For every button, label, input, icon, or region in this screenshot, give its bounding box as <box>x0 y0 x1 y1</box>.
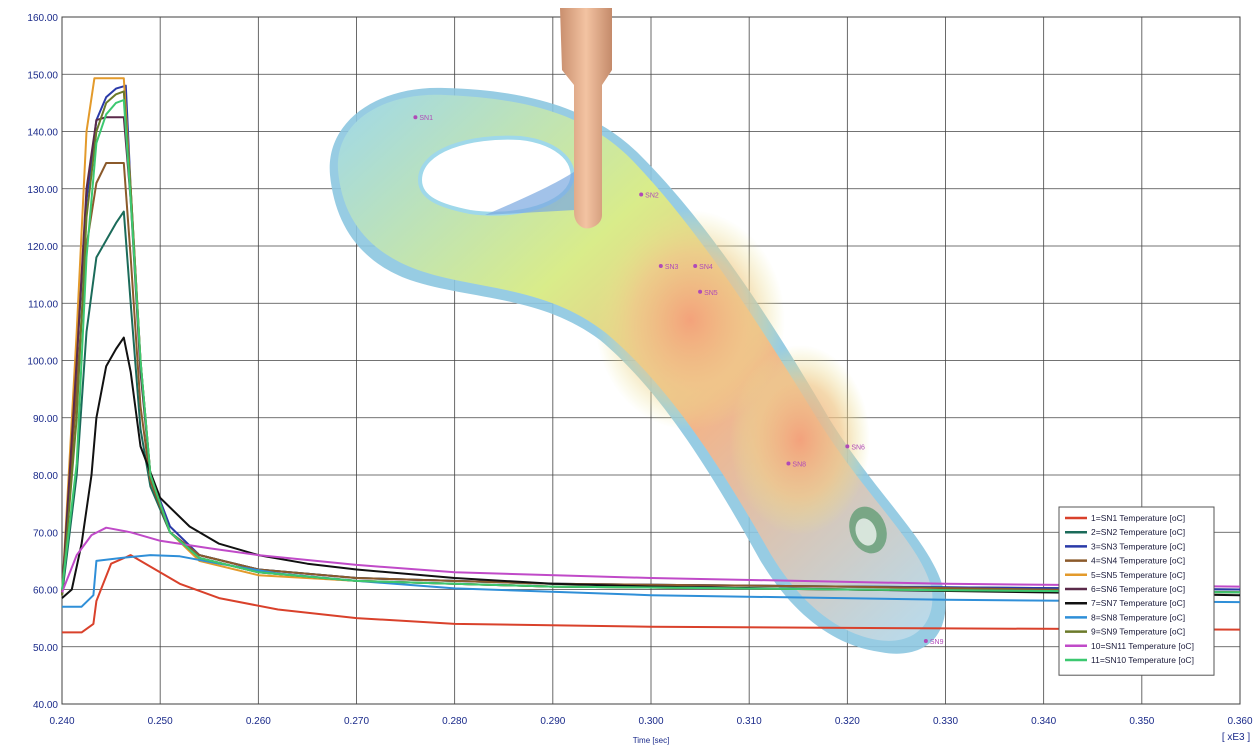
x-tick-label-9: 0.330 <box>933 716 958 727</box>
series-line-7 <box>61 336 1241 599</box>
probe-marker-6 <box>786 461 791 466</box>
series-lines <box>61 77 1241 634</box>
x-tick-label-8: 0.320 <box>835 716 860 727</box>
series-line-10 <box>61 526 1241 593</box>
legend-entry-1: 1=SN1 Temperature [oC] <box>1091 513 1185 523</box>
x-axis: 0.240 0.250 0.260 0.270 0.280 0.290 0.300 0.310… <box>49 716 1252 727</box>
legend-box <box>1058 506 1215 676</box>
probe-label-0: SN1 <box>419 115 433 122</box>
probe-marker-3 <box>693 264 698 269</box>
x-tick-label-3: 0.270 <box>344 716 369 727</box>
series-line-1 <box>62 554 1241 634</box>
probe-marker-4 <box>698 289 703 294</box>
y-tick-label-5: 90.00 <box>33 414 58 425</box>
y-tick-label-1: 50.00 <box>33 643 58 654</box>
probe-marker-1 <box>639 192 644 197</box>
probe-label-1: SN2 <box>645 192 659 199</box>
x-tick-label-4: 0.280 <box>442 716 467 727</box>
y-tick-label-9: 130.00 <box>27 185 58 196</box>
y-tick-label-8: 120.00 <box>27 242 58 253</box>
probe-label-5: SN6 <box>851 444 865 451</box>
x-tick-label-11: 0.350 <box>1129 716 1154 727</box>
series-line-4 <box>61 162 1241 596</box>
x-tick-label-7: 0.310 <box>737 716 762 727</box>
legend-entry-8: 8=SN8 Temperature [oC] <box>1091 612 1185 622</box>
x-tick-label-10: 0.340 <box>1031 716 1056 727</box>
probe-labels: SN1 SN2 SN3 SN4 SN5 SN6 SN8 SN9 <box>413 115 944 646</box>
x-tick-label-6: 0.300 <box>638 716 663 727</box>
probe-marker-2 <box>658 264 663 269</box>
legend-entry-4: 4=SN4 Temperature [oC] <box>1091 556 1185 566</box>
probe-label-3: SN4 <box>699 264 713 271</box>
x-tick-label-1: 0.250 <box>148 716 173 727</box>
y-tick-label-7: 110.00 <box>28 299 58 310</box>
y-tick-label-2: 60.00 <box>33 586 58 597</box>
x-tick-label-5: 0.290 <box>540 716 565 727</box>
probe-label-6: SN8 <box>792 462 806 469</box>
legend-entry-9: 9=SN9 Temperature [oC] <box>1091 627 1185 637</box>
y-tick-label-10: 140.00 <box>27 128 58 139</box>
legend-entry-3: 3=SN3 Temperature [oC] <box>1091 541 1185 551</box>
probe-marker-7 <box>923 639 928 644</box>
legend-entry-6: 6=SN6 Temperature [oC] <box>1091 584 1185 594</box>
y-tick-label-11: 150.00 <box>27 70 58 81</box>
series-line-11 <box>61 99 1241 594</box>
legend-entry-10: 10=SN11 Temperature [oC] <box>1091 641 1194 651</box>
probe-marker-0 <box>413 115 418 120</box>
y-tick-label-3: 70.00 <box>33 528 58 539</box>
legend-entry-2: 2=SN2 Temperature [oC] <box>1091 527 1185 537</box>
legend: 1=SN1 Temperature [oC] 2=SN2 Temperature … <box>1058 506 1215 676</box>
x-axis-multiplier: [ xE3 ] <box>1222 732 1251 743</box>
x-tick-label-12: 0.360 <box>1227 716 1252 727</box>
y-tick-label-4: 80.00 <box>33 471 58 482</box>
probe-label-4: SN5 <box>704 290 718 297</box>
series-line-8 <box>62 554 1241 608</box>
legend-entry-7: 7=SN7 Temperature [oC] <box>1091 598 1185 608</box>
x-tick-label-0: 0.240 <box>49 716 74 727</box>
part-simulation-image <box>329 8 946 654</box>
y-tick-label-6: 100.00 <box>27 357 58 368</box>
probe-marker-5 <box>845 444 850 449</box>
legend-entry-11: 11=SN10 Temperature [oC] <box>1091 655 1194 665</box>
y-tick-label-12: 160.00 <box>27 13 58 24</box>
legend-entry-5: 5=SN5 Temperature [oC] <box>1091 570 1185 580</box>
y-axis: 40.00 50.00 60.00 70.00 80.00 90.00 100.00 110.… <box>27 13 58 711</box>
x-tick-label-2: 0.260 <box>246 716 271 727</box>
x-axis-label: Time [sec] <box>633 736 670 745</box>
probe-label-7: SN9 <box>930 639 944 646</box>
y-tick-label-0: 40.00 <box>33 700 58 711</box>
probe-label-2: SN3 <box>665 264 679 271</box>
